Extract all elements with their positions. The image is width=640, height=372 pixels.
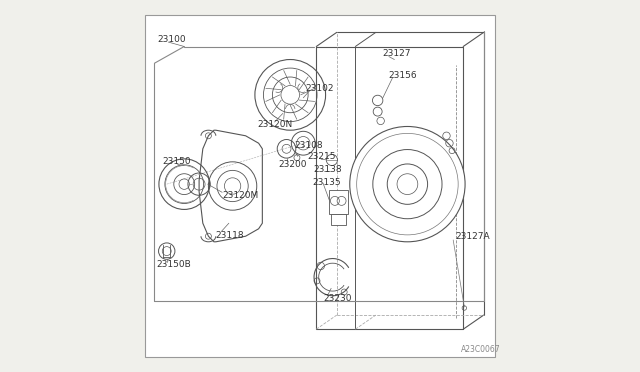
Text: 23120N: 23120N (257, 120, 292, 129)
Text: 23118: 23118 (215, 231, 244, 240)
Circle shape (349, 126, 465, 242)
Text: 23108: 23108 (294, 141, 323, 150)
Text: 23127A: 23127A (455, 232, 490, 241)
Text: A23C0067: A23C0067 (461, 345, 501, 354)
Text: 23138: 23138 (314, 165, 342, 174)
Text: 23100: 23100 (157, 35, 186, 44)
Text: 23135: 23135 (312, 178, 341, 187)
Text: 23120M: 23120M (222, 191, 259, 200)
Text: 23215: 23215 (307, 153, 335, 161)
Polygon shape (199, 130, 262, 242)
Text: 23127: 23127 (383, 49, 411, 58)
Text: 23200: 23200 (278, 160, 307, 169)
Text: 23150: 23150 (162, 157, 191, 166)
Text: 23230: 23230 (324, 294, 352, 303)
Polygon shape (331, 214, 346, 225)
Text: 23156: 23156 (389, 71, 417, 80)
Text: 23150B: 23150B (156, 260, 191, 269)
Polygon shape (330, 190, 348, 214)
Text: 23102: 23102 (305, 84, 333, 93)
